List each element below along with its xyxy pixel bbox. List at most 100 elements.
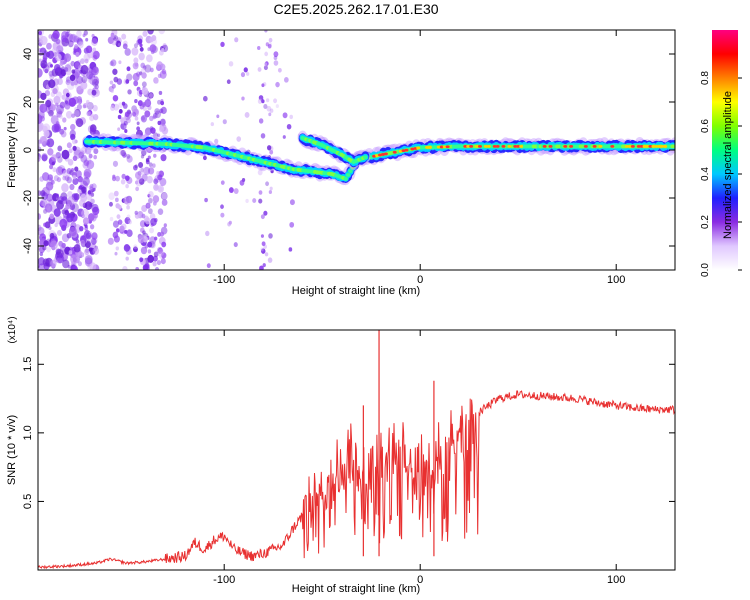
noise-speck bbox=[142, 230, 146, 235]
noise-speck bbox=[64, 102, 71, 110]
track-core bbox=[343, 176, 348, 181]
snr-panel: -100 0 100 0.5 1.0 1.5 Height of straight li… bbox=[6, 316, 676, 595]
noise-speck bbox=[260, 248, 266, 254]
noise-speck bbox=[66, 142, 72, 149]
noise-speck bbox=[124, 197, 132, 206]
noise-speck bbox=[92, 77, 97, 82]
noise-speck bbox=[61, 35, 67, 43]
noise-speck bbox=[260, 214, 265, 220]
track-hot bbox=[404, 148, 409, 152]
noise-speck bbox=[113, 235, 120, 243]
spectrogram-x-label: Height of straight line (km) bbox=[292, 285, 420, 297]
track-hot bbox=[519, 145, 524, 148]
noise-speck bbox=[82, 176, 90, 186]
noise-speck bbox=[81, 186, 87, 194]
noise-speck bbox=[38, 263, 46, 270]
noise-speck bbox=[147, 254, 154, 263]
noise-speck bbox=[67, 158, 74, 166]
noise-speck bbox=[112, 160, 119, 167]
noise-speck bbox=[134, 210, 138, 215]
noise-speck bbox=[149, 67, 154, 73]
noise-speck bbox=[157, 208, 164, 215]
snr-x-axis: -100 0 100 bbox=[213, 330, 625, 586]
noise-speck bbox=[132, 111, 137, 117]
noise-speck bbox=[71, 138, 77, 145]
noise-speck bbox=[85, 37, 89, 42]
noise-speck bbox=[113, 190, 119, 197]
noise-speck bbox=[82, 104, 87, 109]
noise-speck bbox=[49, 213, 55, 220]
noise-speck bbox=[154, 267, 160, 270]
noise-speck bbox=[110, 89, 114, 94]
noise-speck bbox=[273, 51, 279, 58]
noise-speck bbox=[126, 153, 131, 159]
noise-speck bbox=[93, 154, 98, 160]
noise-speck bbox=[76, 75, 83, 84]
noise-speck bbox=[146, 54, 153, 63]
noise-speck bbox=[79, 225, 84, 232]
noise-speck bbox=[111, 38, 118, 46]
track-hot bbox=[651, 145, 656, 148]
noise-speck bbox=[115, 40, 122, 48]
y-tick-label: 0 bbox=[22, 147, 34, 153]
noise-speck bbox=[81, 76, 88, 84]
noise-speck bbox=[139, 257, 144, 263]
noise-speck bbox=[258, 118, 264, 124]
track-hot bbox=[663, 145, 668, 148]
noise-speck bbox=[87, 111, 91, 116]
noise-speck bbox=[110, 105, 116, 111]
noise-speck bbox=[38, 48, 42, 53]
noise-speck bbox=[59, 128, 65, 135]
noise-speck bbox=[39, 252, 44, 257]
noise-speck bbox=[119, 225, 125, 232]
noise-speck bbox=[71, 69, 76, 74]
noise-speck bbox=[289, 199, 295, 206]
noise-speck bbox=[55, 151, 62, 159]
noise-speck bbox=[59, 114, 63, 119]
noise-speck bbox=[90, 113, 94, 118]
noise-speck bbox=[85, 101, 90, 107]
noise-speck bbox=[233, 242, 238, 248]
noise-speck bbox=[139, 167, 146, 176]
noise-speck bbox=[56, 254, 65, 264]
noise-speck bbox=[149, 227, 155, 234]
colorbar: 0.0 0.2 0.4 0.6 0.8 Normalized spectral ampl… bbox=[700, 30, 742, 277]
noise-speck bbox=[44, 89, 51, 97]
noise-speck bbox=[77, 176, 83, 183]
track-hot bbox=[630, 145, 635, 148]
noise-speck bbox=[53, 175, 59, 182]
snr-y-axis: 0.5 1.0 1.5 bbox=[22, 357, 675, 509]
track-hot bbox=[516, 145, 521, 148]
noise-speck bbox=[126, 66, 131, 72]
track-hot bbox=[477, 145, 482, 148]
noise-speck bbox=[149, 36, 154, 43]
noise-speck bbox=[77, 188, 81, 193]
noise-speck bbox=[273, 60, 279, 66]
noise-speck bbox=[51, 161, 55, 166]
noise-speck bbox=[148, 93, 153, 98]
noise-speck bbox=[109, 216, 114, 222]
noise-speck bbox=[61, 94, 66, 100]
noise-speck bbox=[88, 69, 95, 76]
noise-speck bbox=[47, 50, 55, 59]
track-hot bbox=[445, 145, 450, 149]
noise-speck bbox=[147, 30, 154, 35]
noise-speck bbox=[268, 233, 273, 239]
noise-speck bbox=[135, 267, 140, 270]
noise-speck bbox=[159, 231, 165, 237]
track-hot bbox=[627, 145, 632, 148]
noise-speck bbox=[40, 136, 48, 145]
track-hot bbox=[483, 145, 488, 148]
track-core bbox=[345, 172, 351, 177]
noise-speck bbox=[258, 190, 263, 195]
track-hot bbox=[475, 145, 480, 148]
noise-speck bbox=[92, 47, 97, 53]
noise-speck bbox=[148, 191, 154, 198]
noise-speck bbox=[60, 130, 67, 138]
noise-speck bbox=[62, 259, 70, 269]
noise-speck bbox=[58, 110, 63, 116]
track-hot bbox=[598, 145, 603, 148]
noise-speck bbox=[220, 180, 225, 185]
noise-speck bbox=[46, 193, 53, 202]
noise-speck bbox=[263, 62, 268, 67]
